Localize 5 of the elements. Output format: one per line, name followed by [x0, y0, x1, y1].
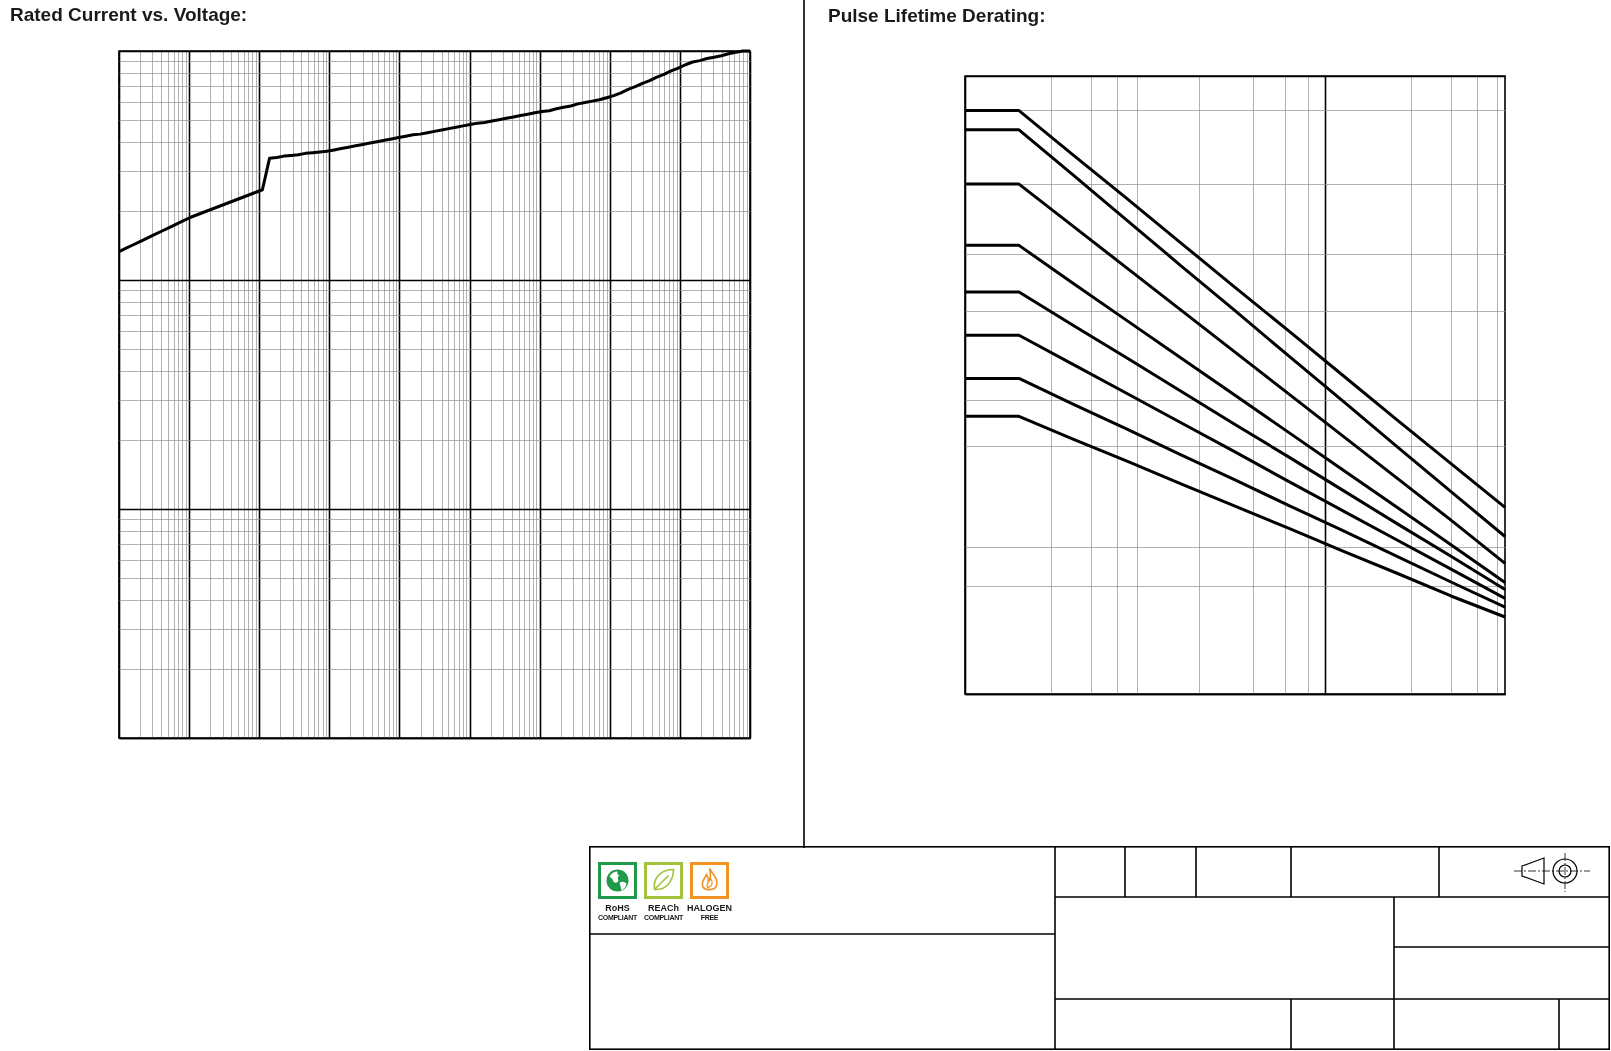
chart-title: Pulse Lifetime Derating: [828, 5, 1046, 26]
text: REACh [648, 903, 679, 913]
text: HALOGEN [687, 903, 732, 913]
text: RoHS [605, 903, 630, 913]
chart-title: Rated Current vs. Voltage: [10, 3, 248, 25]
